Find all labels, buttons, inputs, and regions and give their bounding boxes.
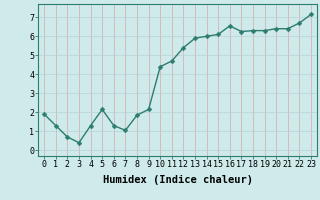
X-axis label: Humidex (Indice chaleur): Humidex (Indice chaleur) [103,175,252,185]
